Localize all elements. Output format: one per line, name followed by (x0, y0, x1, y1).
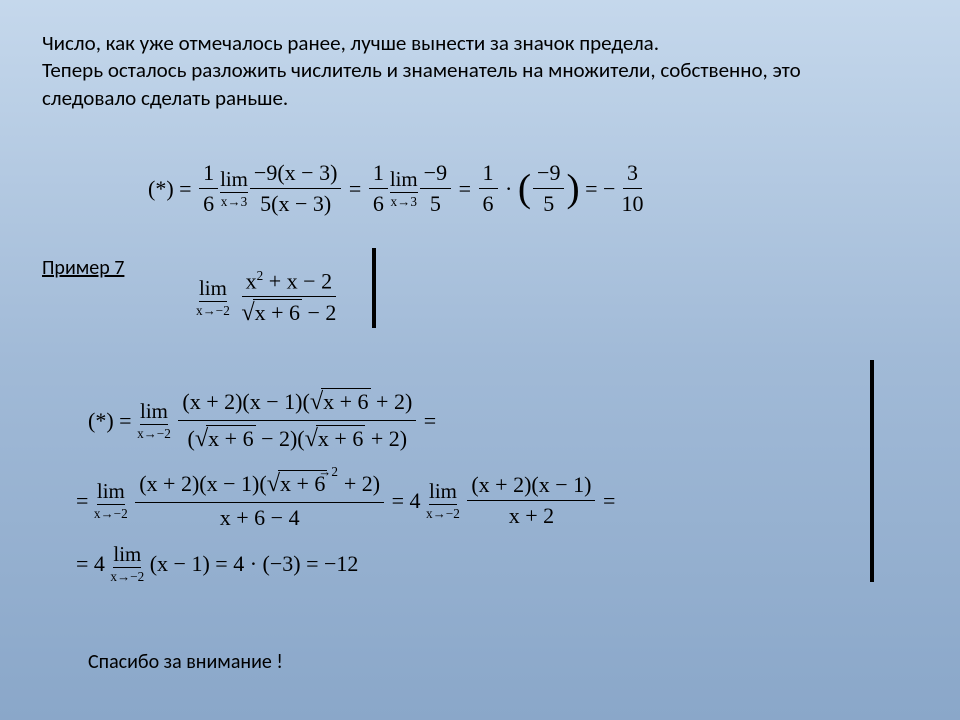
text-cursor-1 (372, 248, 376, 328)
intro-text: Число, как уже отмечалось ранее, лучше в… (42, 30, 922, 112)
equation-5: = 4 limx→−2 (x − 1) = 4 · (−3) = −12 (76, 542, 358, 585)
equation-4: = limx→−2 (x + 2)(x − 1)(x + 6→2 + 2) x … (76, 470, 615, 531)
example-7-label: Пример 7 (42, 256, 124, 280)
eq3-prefix: (*) = (88, 408, 132, 434)
thanks-text: Спасибо за внимание ! (88, 650, 283, 674)
text-cursor-2 (870, 360, 874, 582)
eq1-prefix: (*) = (148, 176, 192, 202)
intro-line-2: Теперь осталось разложить числитель и зн… (42, 57, 922, 84)
eq4-prefix: = (76, 488, 88, 514)
intro-line-3: следовало сделать раньше. (42, 85, 922, 112)
intro-line-1: Число, как уже отмечалось ранее, лучше в… (42, 30, 922, 57)
eq5-prefix: = 4 (76, 551, 105, 577)
equation-3: (*) = limx→−2 (x + 2)(x − 1)(x + 6 + 2) … (88, 388, 436, 453)
equation-2: limx→−2 x2 + x − 2 x + 6 − 2 (196, 268, 342, 327)
equation-1: (*) = 16 limx→3 −9(x − 3)5(x − 3) = 16 l… (148, 160, 649, 217)
